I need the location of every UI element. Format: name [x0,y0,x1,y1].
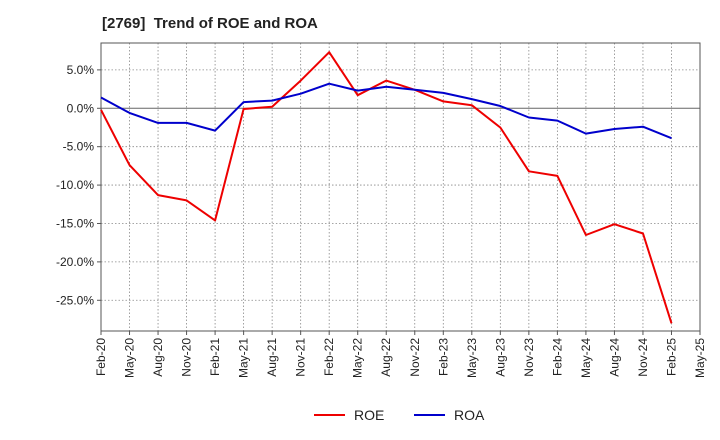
x-tick-label: May-23 [465,338,479,378]
y-tick-label: -10.0% [56,178,94,192]
y-tick-label: 5.0% [67,63,95,77]
x-tick-label: Aug-22 [379,338,393,377]
series-line-roe [100,51,673,324]
x-tick-label: May-22 [351,338,365,378]
x-tick-label: Nov-21 [294,338,308,377]
y-tick-label: 0.0% [67,101,95,115]
axis-layer [97,42,701,335]
x-tick-label: Aug-23 [493,338,507,377]
x-tick-label: Feb-24 [550,338,564,376]
y-tick-label: -25.0% [56,293,94,307]
x-tick-label: May-21 [237,338,251,378]
x-tick-label: Nov-22 [408,338,422,377]
chart-title: [2769] Trend of ROE and ROA [102,15,318,32]
x-tick-label: Feb-20 [94,338,108,376]
x-tick-label: May-24 [579,338,593,378]
plot-frame [100,42,701,332]
x-tick-label: Aug-20 [151,338,165,377]
x-tick-label: Feb-21 [208,338,222,376]
x-tick-label: Feb-25 [664,338,678,376]
x-tick-label: May-25 [693,338,707,378]
x-tick-label: Nov-23 [522,338,536,377]
x-tick-label: May-20 [123,338,137,378]
legend: ROE ROA [314,407,485,423]
legend-label-roe: ROE [354,407,384,423]
series-layer [100,51,673,324]
grid-layer [101,43,700,331]
x-tick-label: Nov-20 [180,338,194,377]
x-tick-label: Aug-24 [607,338,621,377]
legend-label-roa: ROA [454,407,485,423]
x-tick-label: Feb-23 [436,338,450,376]
x-tick-label: Feb-22 [322,338,336,376]
x-tick-label: Nov-24 [636,338,650,377]
y-tick-label: -5.0% [63,140,95,154]
series-line-roa [100,82,672,140]
y-tick-label: -20.0% [56,255,94,269]
x-tick-label: Aug-21 [265,338,279,377]
tick-label-layer: 5.0% 0.0% -5.0% -10.0% -15.0% -20.0% -25.0% Feb… [56,63,707,378]
y-tick-label: -15.0% [56,216,94,230]
